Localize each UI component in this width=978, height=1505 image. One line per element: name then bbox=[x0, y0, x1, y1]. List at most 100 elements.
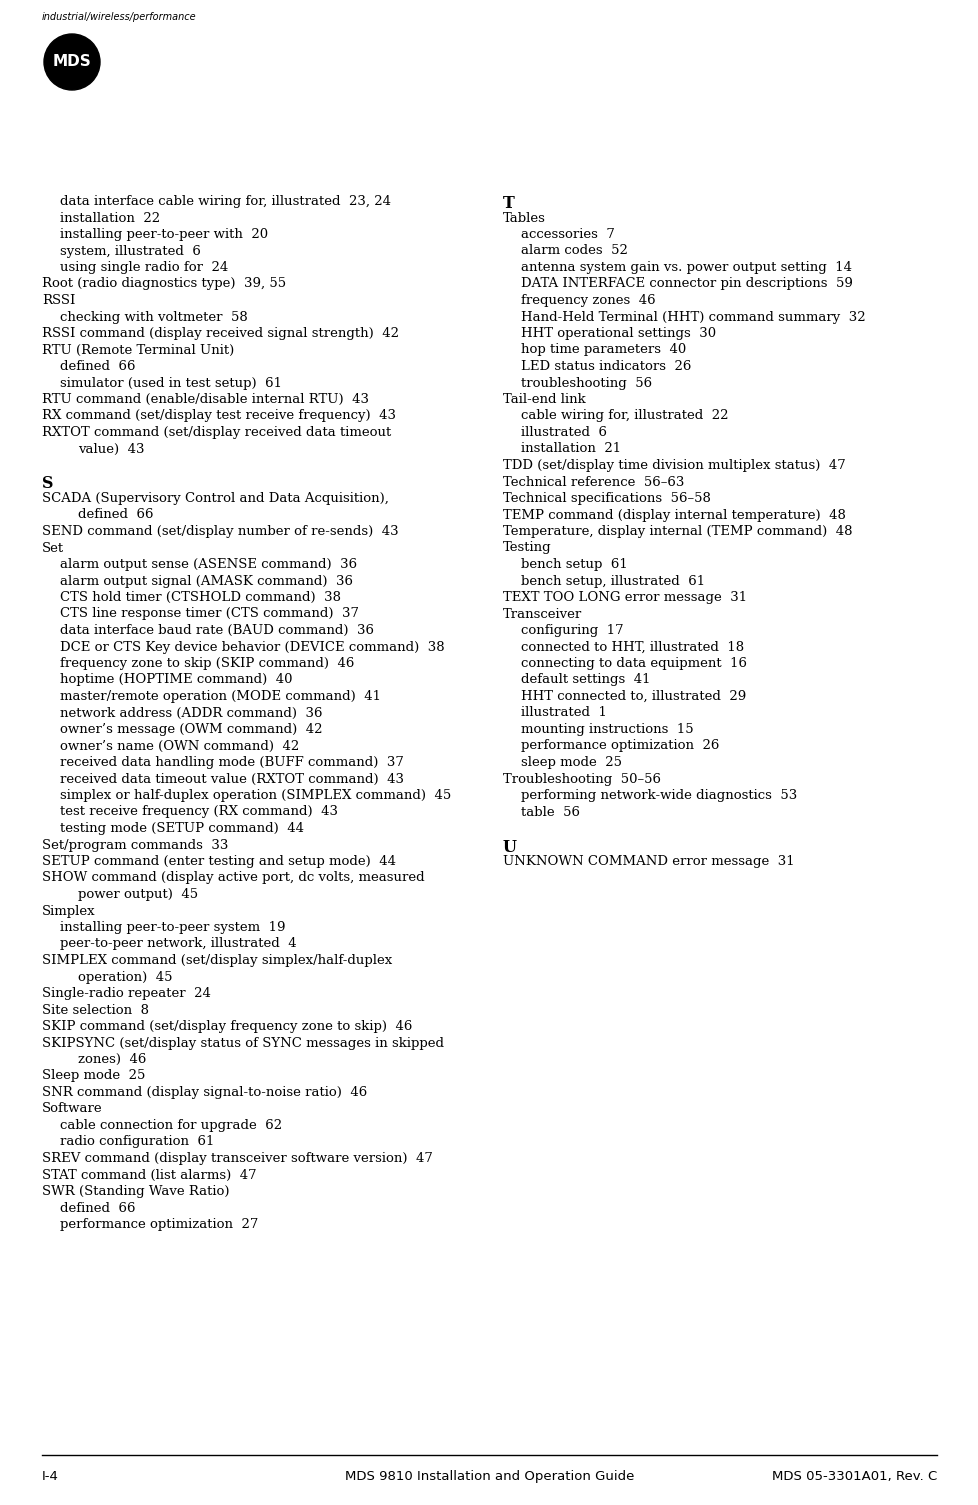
Text: SIMPLEX command (set/display simplex/half-duplex: SIMPLEX command (set/display simplex/hal… bbox=[42, 954, 392, 968]
Text: zones)  46: zones) 46 bbox=[78, 1054, 147, 1066]
Text: Set: Set bbox=[42, 542, 65, 554]
Text: MDS 9810 Installation and Operation Guide: MDS 9810 Installation and Operation Guid… bbox=[344, 1470, 634, 1482]
Text: installing peer-to-peer system  19: installing peer-to-peer system 19 bbox=[60, 921, 286, 935]
Text: Technical reference  56–63: Technical reference 56–63 bbox=[503, 476, 684, 489]
Text: frequency zones  46: frequency zones 46 bbox=[520, 293, 655, 307]
Text: SWR (Standing Wave Ratio): SWR (Standing Wave Ratio) bbox=[42, 1184, 229, 1198]
Text: Tables: Tables bbox=[503, 212, 546, 224]
Text: RSSI command (display received signal strength)  42: RSSI command (display received signal st… bbox=[42, 327, 399, 340]
Text: SREV command (display transceiver software version)  47: SREV command (display transceiver softwa… bbox=[42, 1151, 432, 1165]
Text: TEMP command (display internal temperature)  48: TEMP command (display internal temperatu… bbox=[503, 509, 845, 522]
Text: accessories  7: accessories 7 bbox=[520, 227, 614, 241]
Circle shape bbox=[44, 35, 100, 90]
Text: configuring  17: configuring 17 bbox=[520, 625, 623, 637]
Text: RXTOT command (set/display received data timeout: RXTOT command (set/display received data… bbox=[42, 426, 391, 439]
Text: UNKNOWN COMMAND error message  31: UNKNOWN COMMAND error message 31 bbox=[503, 855, 794, 868]
Text: illustrated  1: illustrated 1 bbox=[520, 706, 606, 719]
Text: SHOW command (display active port, dc volts, measured: SHOW command (display active port, dc vo… bbox=[42, 871, 424, 885]
Text: SKIP command (set/display frequency zone to skip)  46: SKIP command (set/display frequency zone… bbox=[42, 1020, 412, 1032]
Text: RTU command (enable/disable internal RTU)  43: RTU command (enable/disable internal RTU… bbox=[42, 393, 369, 406]
Text: radio configuration  61: radio configuration 61 bbox=[60, 1135, 214, 1148]
Text: HHT operational settings  30: HHT operational settings 30 bbox=[520, 327, 715, 340]
Text: installing peer-to-peer with  20: installing peer-to-peer with 20 bbox=[60, 227, 268, 241]
Text: Troubleshooting  50–56: Troubleshooting 50–56 bbox=[503, 772, 660, 786]
Text: defined  66: defined 66 bbox=[60, 360, 135, 373]
Text: performing network-wide diagnostics  53: performing network-wide diagnostics 53 bbox=[520, 789, 796, 802]
Text: data interface baud rate (BAUD command)  36: data interface baud rate (BAUD command) … bbox=[60, 625, 374, 637]
Text: Set/program commands  33: Set/program commands 33 bbox=[42, 838, 228, 852]
Text: simplex or half-duplex operation (SIMPLEX command)  45: simplex or half-duplex operation (SIMPLE… bbox=[60, 789, 451, 802]
Text: SNR command (display signal-to-noise ratio)  46: SNR command (display signal-to-noise rat… bbox=[42, 1087, 367, 1099]
Text: operation)  45: operation) 45 bbox=[78, 971, 172, 983]
Text: SEND command (set/display number of re-sends)  43: SEND command (set/display number of re-s… bbox=[42, 525, 398, 537]
Text: bench setup, illustrated  61: bench setup, illustrated 61 bbox=[520, 575, 704, 587]
Text: Root (radio diagnostics type)  39, 55: Root (radio diagnostics type) 39, 55 bbox=[42, 277, 286, 290]
Text: table  56: table 56 bbox=[520, 805, 579, 819]
Text: received data timeout value (RXTOT command)  43: received data timeout value (RXTOT comma… bbox=[60, 772, 404, 786]
Text: Hand-Held Terminal (HHT) command summary  32: Hand-Held Terminal (HHT) command summary… bbox=[520, 310, 865, 324]
Text: industrial/wireless/performance: industrial/wireless/performance bbox=[42, 12, 197, 23]
Text: default settings  41: default settings 41 bbox=[520, 674, 649, 686]
Text: HHT connected to, illustrated  29: HHT connected to, illustrated 29 bbox=[520, 689, 745, 703]
Text: Transceiver: Transceiver bbox=[503, 608, 582, 620]
Text: U: U bbox=[503, 838, 516, 855]
Text: defined  66: defined 66 bbox=[78, 509, 154, 522]
Text: hop time parameters  40: hop time parameters 40 bbox=[520, 343, 686, 357]
Text: LED status indicators  26: LED status indicators 26 bbox=[520, 360, 690, 373]
Text: owner’s message (OWM command)  42: owner’s message (OWM command) 42 bbox=[60, 722, 322, 736]
Text: I-4: I-4 bbox=[42, 1470, 59, 1482]
Text: simulator (used in test setup)  61: simulator (used in test setup) 61 bbox=[60, 376, 282, 390]
Text: connecting to data equipment  16: connecting to data equipment 16 bbox=[520, 658, 746, 670]
Text: STAT command (list alarms)  47: STAT command (list alarms) 47 bbox=[42, 1168, 256, 1181]
Text: antenna system gain vs. power output setting  14: antenna system gain vs. power output set… bbox=[520, 260, 851, 274]
Text: illustrated  6: illustrated 6 bbox=[520, 426, 606, 439]
Text: alarm codes  52: alarm codes 52 bbox=[520, 244, 627, 257]
Text: CTS hold timer (CTSHOLD command)  38: CTS hold timer (CTSHOLD command) 38 bbox=[60, 591, 340, 604]
Text: alarm output sense (ASENSE command)  36: alarm output sense (ASENSE command) 36 bbox=[60, 558, 357, 570]
Text: connected to HHT, illustrated  18: connected to HHT, illustrated 18 bbox=[520, 641, 743, 653]
Text: master/remote operation (MODE command)  41: master/remote operation (MODE command) 4… bbox=[60, 689, 380, 703]
Text: SCADA (Supervisory Control and Data Acquisition),: SCADA (Supervisory Control and Data Acqu… bbox=[42, 492, 388, 506]
Text: Site selection  8: Site selection 8 bbox=[42, 1004, 149, 1016]
Text: power output)  45: power output) 45 bbox=[78, 888, 198, 901]
Text: frequency zone to skip (SKIP command)  46: frequency zone to skip (SKIP command) 46 bbox=[60, 658, 354, 670]
Text: SKIPSYNC (set/display status of SYNC messages in skipped: SKIPSYNC (set/display status of SYNC mes… bbox=[42, 1037, 444, 1049]
Text: Single-radio repeater  24: Single-radio repeater 24 bbox=[42, 987, 210, 999]
Text: network address (ADDR command)  36: network address (ADDR command) 36 bbox=[60, 706, 322, 719]
Text: performance optimization  27: performance optimization 27 bbox=[60, 1218, 258, 1231]
Text: cable wiring for, illustrated  22: cable wiring for, illustrated 22 bbox=[520, 409, 728, 423]
Text: test receive frequency (RX command)  43: test receive frequency (RX command) 43 bbox=[60, 805, 337, 819]
Text: Software: Software bbox=[42, 1103, 103, 1115]
Text: system, illustrated  6: system, illustrated 6 bbox=[60, 244, 200, 257]
Text: installation  22: installation 22 bbox=[60, 212, 160, 224]
Text: Simplex: Simplex bbox=[42, 905, 96, 918]
Text: hoptime (HOPTIME command)  40: hoptime (HOPTIME command) 40 bbox=[60, 674, 292, 686]
Text: value)  43: value) 43 bbox=[78, 442, 145, 456]
Text: performance optimization  26: performance optimization 26 bbox=[520, 739, 719, 752]
Text: TDD (set/display time division multiplex status)  47: TDD (set/display time division multiplex… bbox=[503, 459, 845, 473]
Text: Technical specifications  56–58: Technical specifications 56–58 bbox=[503, 492, 710, 506]
Text: testing mode (SETUP command)  44: testing mode (SETUP command) 44 bbox=[60, 822, 304, 835]
Text: MDS: MDS bbox=[53, 54, 91, 69]
Text: RTU (Remote Terminal Unit): RTU (Remote Terminal Unit) bbox=[42, 343, 234, 357]
Text: Tail-end link: Tail-end link bbox=[503, 393, 585, 406]
Text: SETUP command (enter testing and setup mode)  44: SETUP command (enter testing and setup m… bbox=[42, 855, 395, 868]
Text: Temperature, display internal (TEMP command)  48: Temperature, display internal (TEMP comm… bbox=[503, 525, 852, 537]
Text: cable connection for upgrade  62: cable connection for upgrade 62 bbox=[60, 1120, 282, 1132]
Text: sleep mode  25: sleep mode 25 bbox=[520, 756, 621, 769]
Text: S: S bbox=[42, 476, 54, 492]
Text: mounting instructions  15: mounting instructions 15 bbox=[520, 722, 693, 736]
Text: installation  21: installation 21 bbox=[520, 442, 620, 456]
Text: MDS 05-3301A01, Rev. C: MDS 05-3301A01, Rev. C bbox=[771, 1470, 936, 1482]
Text: RX command (set/display test receive frequency)  43: RX command (set/display test receive fre… bbox=[42, 409, 395, 423]
Text: owner’s name (OWN command)  42: owner’s name (OWN command) 42 bbox=[60, 739, 299, 752]
Text: peer-to-peer network, illustrated  4: peer-to-peer network, illustrated 4 bbox=[60, 938, 296, 951]
Text: DATA INTERFACE connector pin descriptions  59: DATA INTERFACE connector pin description… bbox=[520, 277, 852, 290]
Text: T: T bbox=[503, 196, 514, 212]
Text: bench setup  61: bench setup 61 bbox=[520, 558, 627, 570]
Text: Sleep mode  25: Sleep mode 25 bbox=[42, 1070, 145, 1082]
Text: CTS line response timer (CTS command)  37: CTS line response timer (CTS command) 37 bbox=[60, 608, 359, 620]
Text: using single radio for  24: using single radio for 24 bbox=[60, 260, 228, 274]
Text: alarm output signal (AMASK command)  36: alarm output signal (AMASK command) 36 bbox=[60, 575, 353, 587]
Text: DCE or CTS Key device behavior (DEVICE command)  38: DCE or CTS Key device behavior (DEVICE c… bbox=[60, 641, 444, 653]
